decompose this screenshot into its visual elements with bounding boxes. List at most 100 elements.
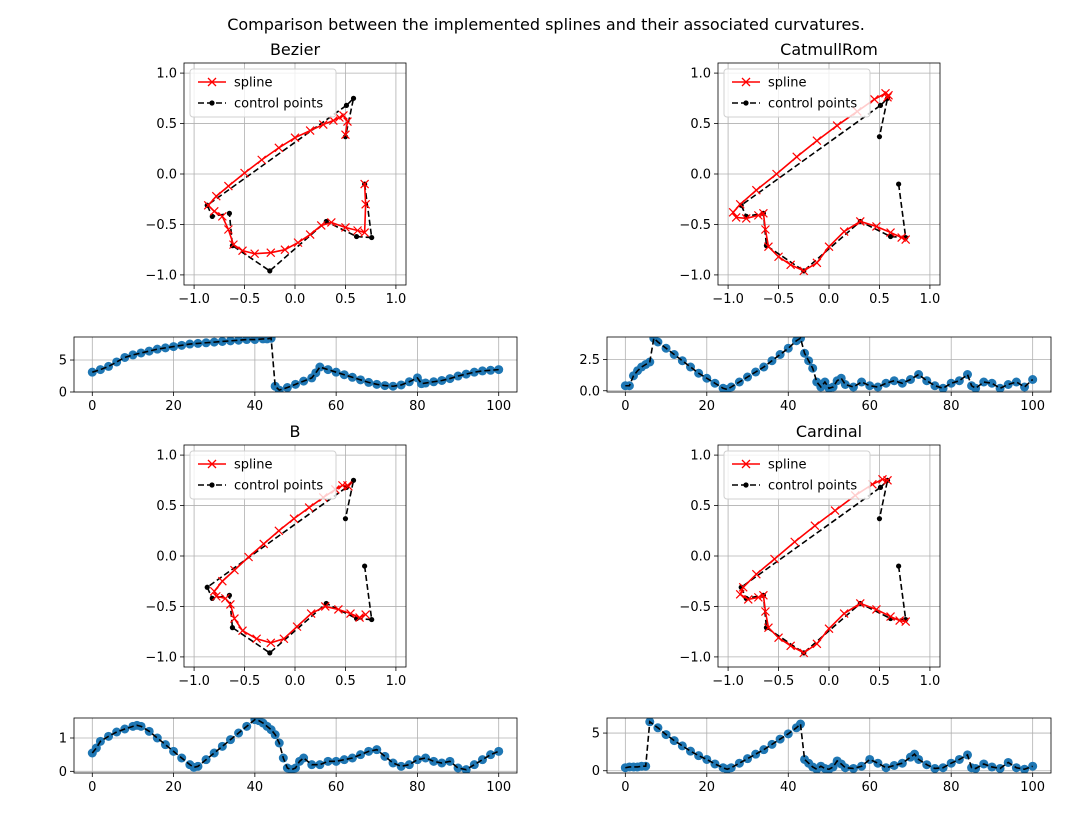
curvature-cardinal-point-21 (759, 745, 769, 755)
spline-b-spline-marker-12 (225, 600, 235, 609)
curvature-catmullrom-point-60 (1011, 377, 1021, 387)
spline-cardinal-legend-control-label: control points (768, 479, 857, 494)
spline-cardinal-legend-control-marker (743, 482, 749, 488)
spline-bezier-spline-marker-28 (339, 111, 348, 120)
spline-catmullrom-spline-marker-28 (883, 92, 892, 102)
spline-cardinal-xtick-label-4: 1.0 (920, 674, 941, 689)
curvature-bezier-ytick-label-1: 5 (59, 354, 67, 369)
spline-b-xtick-label-4: 1.0 (386, 674, 407, 689)
spline-cardinal-spline-marker-15 (743, 594, 753, 604)
spline-bezier-plot-area (203, 95, 375, 274)
spline-bezier-xtick-label-4: 1.0 (386, 292, 407, 307)
spline-bezier-legend-spline-label: spline (234, 76, 273, 91)
spline-b-control-point-6 (226, 592, 233, 598)
spline-cardinal-xtick-label-1: −0.5 (763, 674, 795, 689)
spline-bezier-spline-marker-8 (293, 238, 303, 248)
spline-bezier-spline-marker-2 (360, 228, 370, 237)
spline-cardinal-control-point-0 (896, 563, 902, 569)
curvature-bezier-xtick-label-5: 100 (486, 399, 511, 414)
curvature-b-point-47 (396, 761, 406, 771)
curvature-b-point-50 (421, 753, 431, 763)
spline-catmullrom-title: CatmullRom (780, 40, 878, 59)
curvature-cardinal-axes: 0 20 40 60 80 100 0 5 (592, 717, 1052, 795)
spline-bezier-legend-control-label: control points (234, 97, 323, 112)
spline-cardinal-spline-marker-4 (855, 599, 865, 608)
spline-b-spline-marker-19 (259, 539, 269, 549)
spline-cardinal-spline-marker-7 (812, 639, 822, 649)
spline-catmullrom-legend-box (723, 68, 871, 118)
spline-b-ytick-label-3: 0.5 (156, 499, 177, 514)
spline-b-frame (183, 444, 407, 668)
spline-bezier-legend-spline-marker (207, 77, 217, 87)
spline-cardinal-frame (717, 444, 941, 668)
curvature-bezier-xtick-label-1: 20 (165, 399, 182, 414)
curvature-catmullrom-xtick-label-3: 60 (861, 399, 878, 414)
spline-bezier-xtick-label-1: −0.5 (229, 292, 261, 307)
spline-b-axes: −1.0 −0.5 0.0 0.5 1.0 −1.0 −0.5 0.0 0.5 1.0 Bsplin… (145, 422, 407, 689)
spline-b-spline-marker-14 (211, 591, 221, 601)
curvature-bezier-point-53 (486, 365, 496, 375)
spline-catmullrom-xtick-label-3: 0.5 (869, 292, 890, 307)
curvature-cardinal-point-42 (881, 763, 891, 773)
spline-b-spline-marker-1 (355, 613, 365, 622)
spline-bezier-ytick-label-4: 1.0 (156, 67, 177, 82)
curvature-catmullrom-point-27 (795, 337, 805, 343)
curvature-b-point-39 (331, 756, 341, 766)
spline-bezier-legend: spline control points (189, 68, 337, 118)
curvature-bezier-xtick-label-3: 60 (328, 399, 345, 414)
spline-catmullrom-ytick-label-0: −1.0 (679, 268, 711, 283)
spline-bezier-spline-marker-30 (341, 130, 350, 140)
spline-b-spline-marker-18 (244, 552, 254, 562)
spline-catmullrom-control-point-9 (877, 102, 884, 108)
spline-catmullrom-xtick-label-2: 0.0 (819, 292, 840, 307)
spline-cardinal-legend: spline control points (723, 450, 871, 500)
spline-bezier-xtick-label-0: −1.0 (178, 292, 210, 307)
spline-catmullrom-xtick-label-0: −1.0 (712, 292, 744, 307)
curvature-catmullrom-point-58 (995, 383, 1005, 392)
curvature-catmullrom-point-40 (857, 377, 867, 387)
spline-bezier-spline-marker-0 (360, 179, 370, 189)
curvature-bezier-point-50 (461, 369, 471, 379)
curvature-b-xtick-label-2: 40 (247, 780, 264, 795)
spline-b-spline-marker-0 (361, 610, 371, 619)
spline-catmullrom-legend-spline-label: spline (768, 76, 807, 91)
spline-bezier-spline-marker-21 (257, 155, 267, 165)
spline-catmullrom-spline-marker-11 (764, 242, 773, 252)
spline-cardinal-spline-marker-17 (738, 582, 748, 592)
spline-catmullrom-legend-spline-marker (741, 77, 751, 87)
curvature-catmullrom-xtick-label-0: 0 (621, 399, 629, 414)
curvature-bezier-point-6 (136, 348, 146, 358)
curvature-bezier-point-8 (152, 344, 162, 354)
spline-cardinal-xtick-label-3: 0.5 (869, 674, 890, 689)
spline-cardinal-spline-marker-3 (872, 605, 881, 614)
curvature-catmullrom-ytick-label-1: 2.5 (579, 353, 600, 368)
spline-b-legend: spline control points (189, 450, 337, 500)
curvature-cardinal-point-12 (694, 751, 704, 761)
spline-cardinal-ytick-label-1: −0.5 (679, 600, 711, 615)
spline-cardinal-xtick-label-2: 0.0 (819, 674, 840, 689)
spline-catmullrom-xtick-label-4: 1.0 (920, 292, 941, 307)
spline-catmullrom-spline-marker-15 (741, 213, 751, 223)
spline-cardinal-spline-marker-26 (883, 475, 892, 485)
spline-catmullrom-ytick-label-4: 1.0 (690, 67, 711, 82)
curvature-catmullrom-xtick-label-1: 20 (699, 399, 716, 414)
spline-catmullrom-spline-marker-18 (735, 199, 745, 209)
curvature-cardinal-xtick-label-5: 100 (1020, 780, 1045, 795)
curvature-b-xtick-label-3: 60 (328, 780, 345, 795)
spline-catmullrom-spline-marker-21 (792, 152, 802, 162)
spline-cardinal-spline-marker-20 (790, 537, 800, 547)
spline-catmullrom-spline-marker-22 (812, 136, 822, 146)
curvature-cardinal-xtick-label-2: 40 (780, 780, 797, 795)
curvature-catmullrom-point-42 (873, 382, 883, 392)
spline-cardinal-legend-box (723, 450, 871, 500)
spline-cardinal-spline-marker-10 (774, 633, 783, 643)
curvature-b-frame (73, 717, 518, 774)
spline-b-spline-marker-20 (274, 526, 284, 536)
spline-b-control-point-5 (229, 625, 236, 631)
spline-b-ytick-label-1: −0.5 (145, 600, 177, 615)
curvature-b-xtick-label-1: 20 (165, 780, 182, 795)
spline-bezier-ytick-label-0: −1.0 (145, 268, 177, 283)
spline-bezier-xtick-label-3: 0.5 (335, 292, 356, 307)
spline-bezier-control-point-9 (343, 102, 350, 108)
curvature-b-point-37 (315, 760, 325, 770)
